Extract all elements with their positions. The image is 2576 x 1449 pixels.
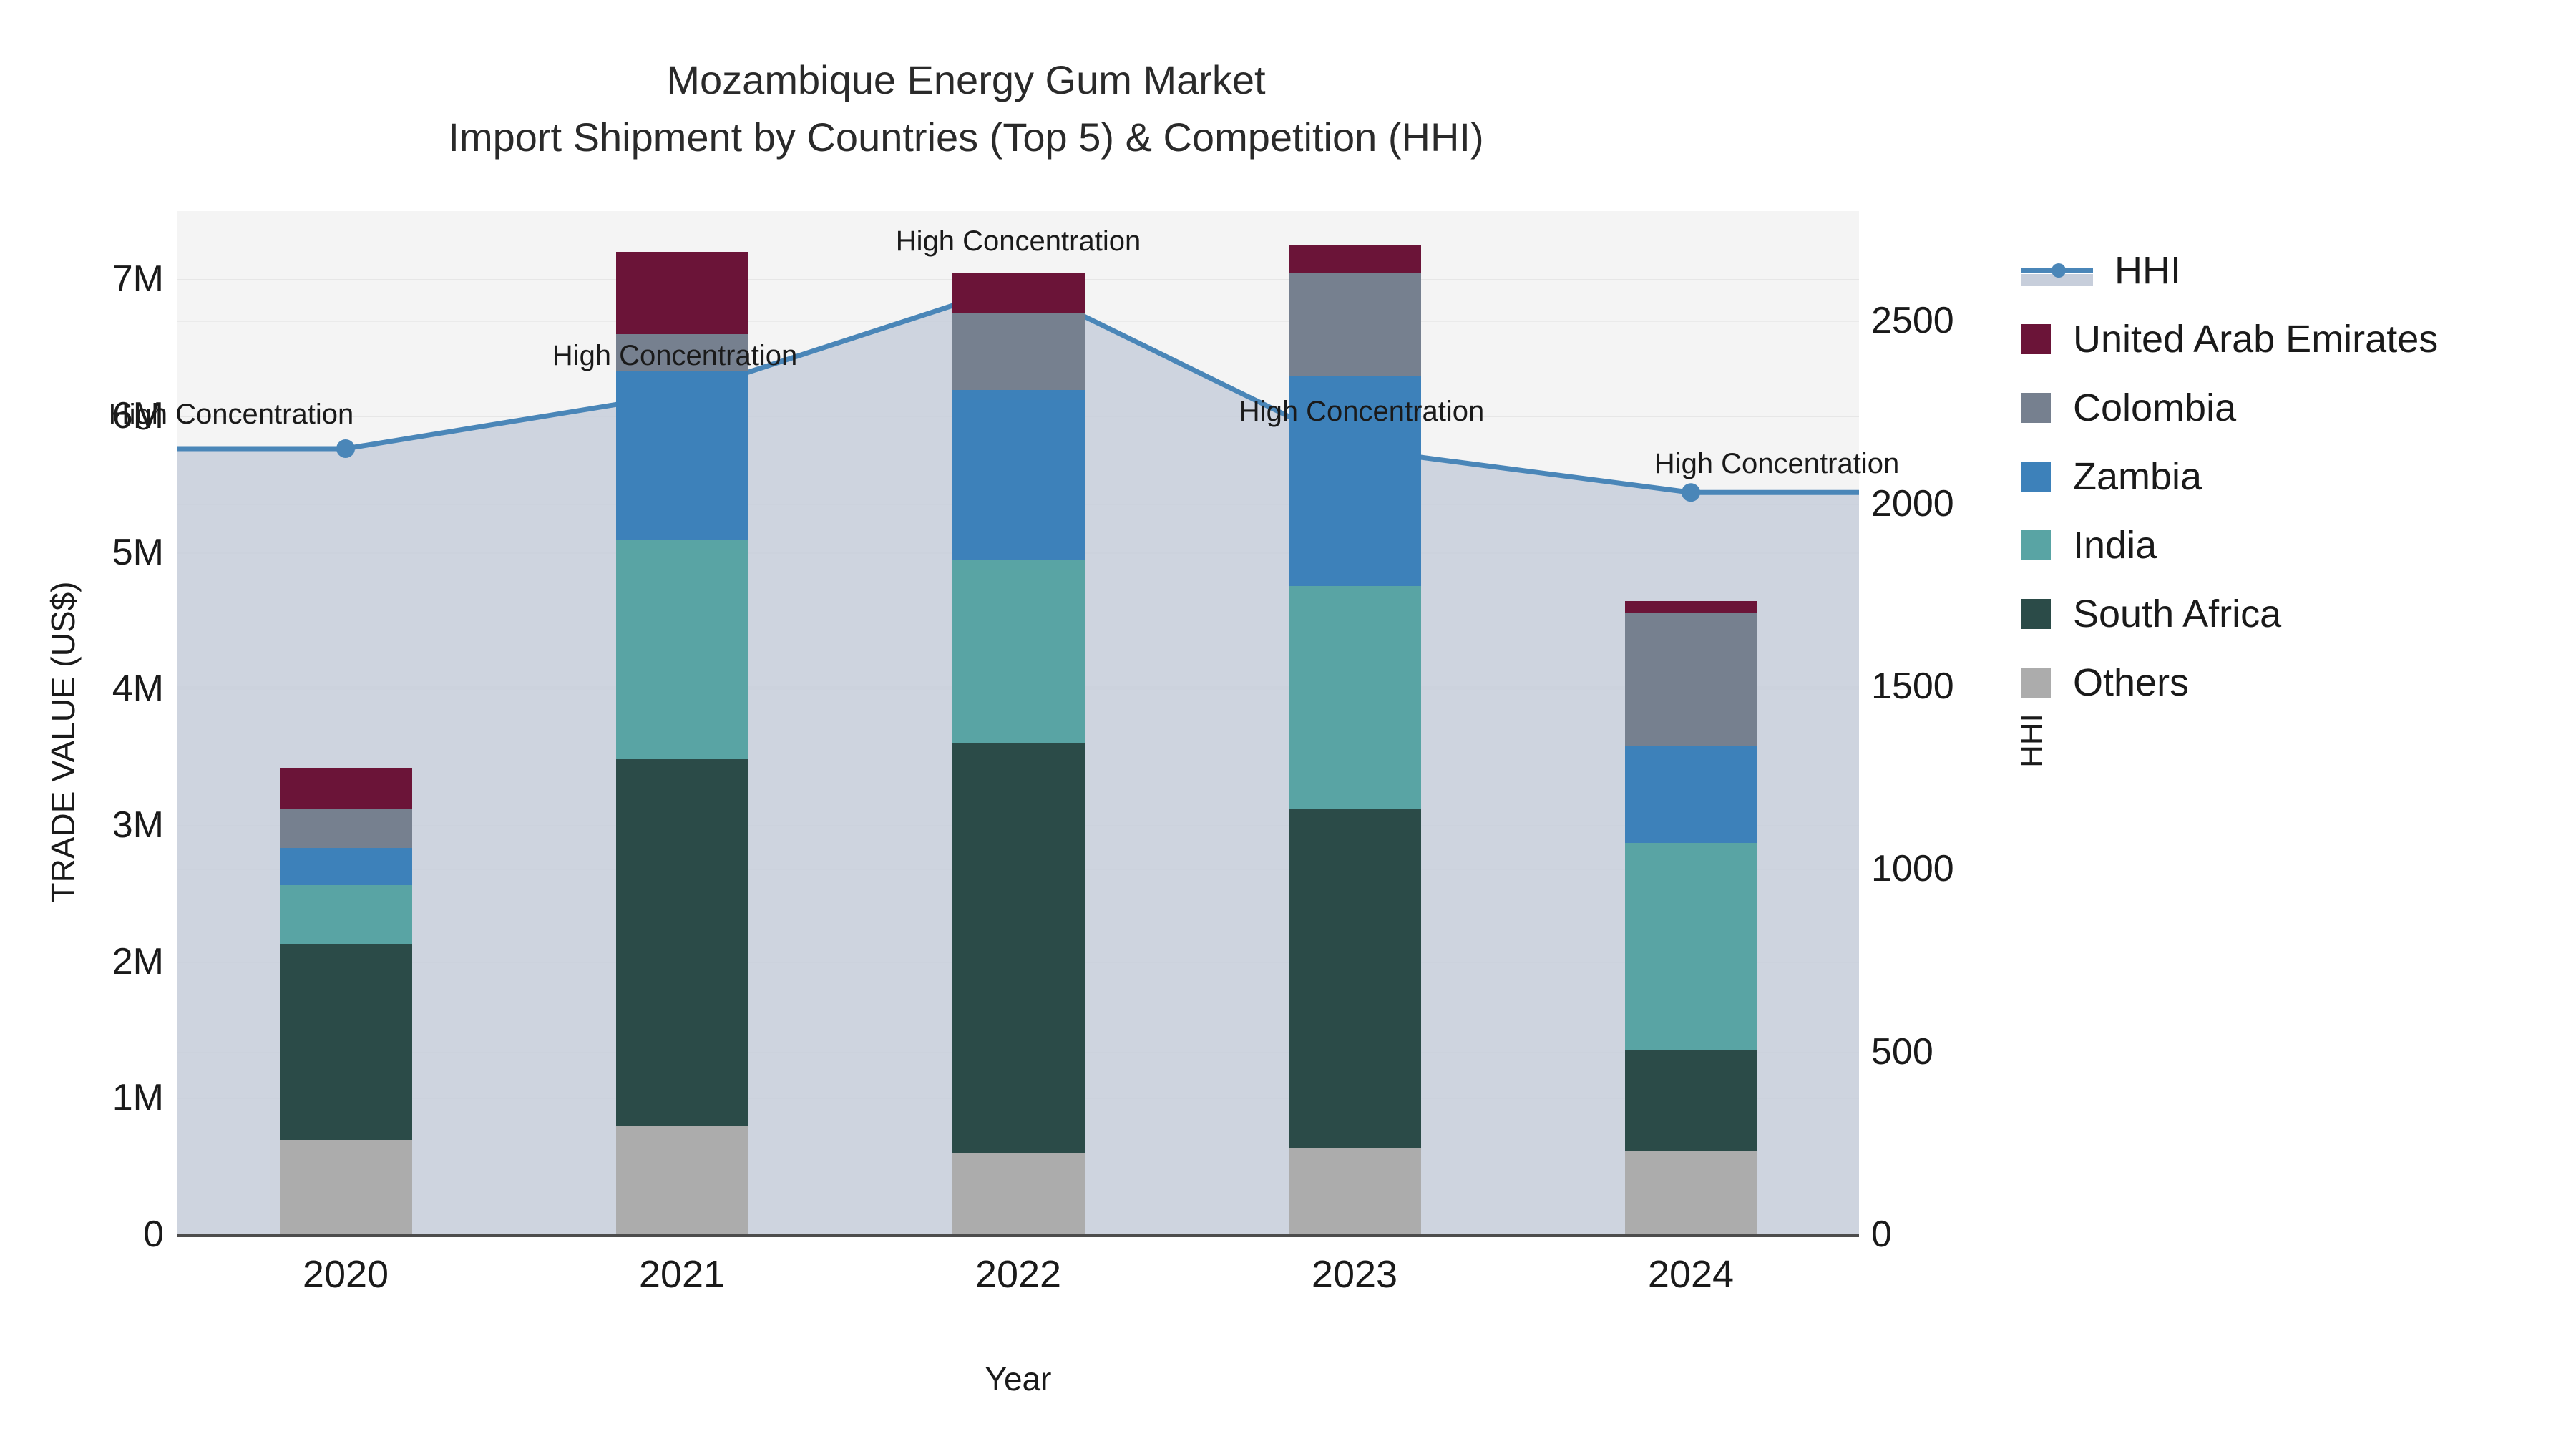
- bar-segment[interactable]: [279, 1140, 412, 1234]
- bar-segment[interactable]: [615, 759, 748, 1127]
- y-axis-left-tick: 5M: [112, 531, 164, 573]
- legend-label: Colombia: [2073, 386, 2237, 429]
- legend-item[interactable]: Others: [2021, 648, 2565, 717]
- legend-item[interactable]: HHI: [2021, 236, 2565, 305]
- plot-area: [177, 211, 1859, 1236]
- bar-segment[interactable]: [1288, 809, 1421, 1148]
- legend-item[interactable]: Zambia: [2021, 442, 2565, 511]
- legend-color-swatch: [2021, 530, 2051, 560]
- legend-marker-dot: [2051, 263, 2066, 278]
- bar-segment[interactable]: [1288, 245, 1421, 273]
- bar-column[interactable]: [1288, 211, 1421, 1234]
- y-axis-right-tick: 2500: [1871, 300, 1954, 342]
- bar-column[interactable]: [615, 211, 748, 1234]
- bar-segment[interactable]: [279, 767, 412, 809]
- bar-segment[interactable]: [952, 560, 1085, 743]
- bar-segment[interactable]: [952, 272, 1085, 313]
- bar-segment[interactable]: [1624, 1151, 1757, 1234]
- y-axis-right-tick: 2000: [1871, 482, 1954, 525]
- bar-segment[interactable]: [1288, 1148, 1421, 1234]
- bar-segment[interactable]: [1624, 746, 1757, 843]
- bar-segment[interactable]: [615, 333, 748, 371]
- hhi-marker[interactable]: [1682, 483, 1700, 502]
- y-axis-left: 0 1M 2M 3M 4M 5M 6M 7M: [0, 0, 166, 1449]
- y-axis-right-tick: 500: [1871, 1030, 1933, 1073]
- legend-color-swatch: [2021, 393, 2051, 423]
- bar-segment[interactable]: [1624, 1050, 1757, 1151]
- legend-line-swatch: [2021, 255, 2093, 286]
- x-axis-tick: 2020: [302, 1253, 389, 1296]
- y-axis-left-title: TRADE VALUE (US$): [44, 581, 82, 903]
- y-axis-left-tick: 2M: [112, 940, 164, 982]
- y-axis-left-tick: 0: [143, 1214, 164, 1255]
- legend-color-swatch: [2021, 324, 2051, 354]
- bar-segment[interactable]: [279, 848, 412, 885]
- legend-label: HHI: [2114, 249, 2181, 292]
- y-axis-left-tick: 3M: [112, 804, 164, 846]
- bar-segment[interactable]: [615, 371, 748, 540]
- legend-label: United Arab Emirates: [2073, 318, 2439, 361]
- y-axis-right-tick: 1500: [1871, 665, 1954, 707]
- bar-segment[interactable]: [1288, 272, 1421, 376]
- x-axis-tick: 2022: [975, 1253, 1062, 1296]
- legend: HHI United Arab Emirates Colombia Zambia Ind…: [2021, 236, 2565, 717]
- chart-title-line1: Mozambique Energy Gum Market: [666, 57, 1266, 102]
- annotation-high-concentration: High Concentration: [1239, 395, 1485, 427]
- bar-segment[interactable]: [279, 943, 412, 1141]
- y-axis-left-tick: 1M: [112, 1077, 164, 1119]
- x-axis-tick: 2023: [1311, 1253, 1398, 1296]
- hhi-marker[interactable]: [336, 439, 355, 458]
- bar-segment[interactable]: [615, 1126, 748, 1234]
- annotation-high-concentration: High Concentration: [895, 225, 1141, 258]
- x-axis-title: Year: [985, 1360, 1052, 1397]
- bar-segment[interactable]: [1288, 586, 1421, 809]
- legend-color-swatch: [2021, 668, 2051, 698]
- y-axis-left-tick: 4M: [112, 668, 164, 710]
- bar-segment[interactable]: [952, 1152, 1085, 1234]
- bar-segment[interactable]: [279, 884, 412, 944]
- bar-column[interactable]: [1624, 211, 1757, 1234]
- legend-color-swatch: [2021, 599, 2051, 629]
- bar-segment[interactable]: [952, 743, 1085, 1153]
- annotation-high-concentration: High Concentration: [1654, 448, 1900, 480]
- bar-segment[interactable]: [615, 540, 748, 760]
- legend-item[interactable]: Colombia: [2021, 374, 2565, 442]
- chart-title-line2: Import Shipment by Countries (Top 5) & C…: [448, 114, 1484, 160]
- legend-item[interactable]: South Africa: [2021, 580, 2565, 648]
- legend-color-swatch: [2021, 462, 2051, 492]
- bar-segment[interactable]: [1624, 612, 1757, 746]
- legend-item[interactable]: United Arab Emirates: [2021, 305, 2565, 374]
- y-axis-right-tick: 1000: [1871, 848, 1954, 890]
- bar-segment[interactable]: [615, 252, 748, 334]
- x-axis-line: [177, 1234, 1859, 1237]
- stacked-bars: [177, 211, 1859, 1234]
- bar-segment[interactable]: [1624, 842, 1757, 1050]
- y-axis-right-tick: 0: [1871, 1214, 1892, 1255]
- legend-area-fill: [2021, 274, 2093, 286]
- legend-item[interactable]: India: [2021, 511, 2565, 580]
- annotation-high-concentration: High Concentration: [108, 398, 354, 430]
- legend-label: Zambia: [2073, 455, 2202, 498]
- annotation-high-concentration: High Concentration: [552, 340, 798, 372]
- x-axis-tick: 2021: [638, 1253, 726, 1296]
- bar-segment[interactable]: [952, 313, 1085, 390]
- legend-label: Others: [2073, 661, 2190, 704]
- bar-column[interactable]: [952, 211, 1085, 1234]
- bar-segment[interactable]: [1288, 376, 1421, 587]
- legend-label: South Africa: [2073, 592, 2282, 635]
- y-axis-left-tick: 7M: [112, 258, 164, 301]
- bar-column[interactable]: [279, 211, 412, 1234]
- bar-segment[interactable]: [279, 809, 412, 849]
- bar-segment[interactable]: [952, 389, 1085, 561]
- legend-label: India: [2073, 524, 2157, 567]
- chart-title: Mozambique Energy Gum Market Import Ship…: [0, 52, 1932, 165]
- y-axis-left-tick: 6M: [112, 395, 164, 436]
- x-axis-tick: 2024: [1647, 1253, 1735, 1296]
- bar-segment[interactable]: [1624, 601, 1757, 613]
